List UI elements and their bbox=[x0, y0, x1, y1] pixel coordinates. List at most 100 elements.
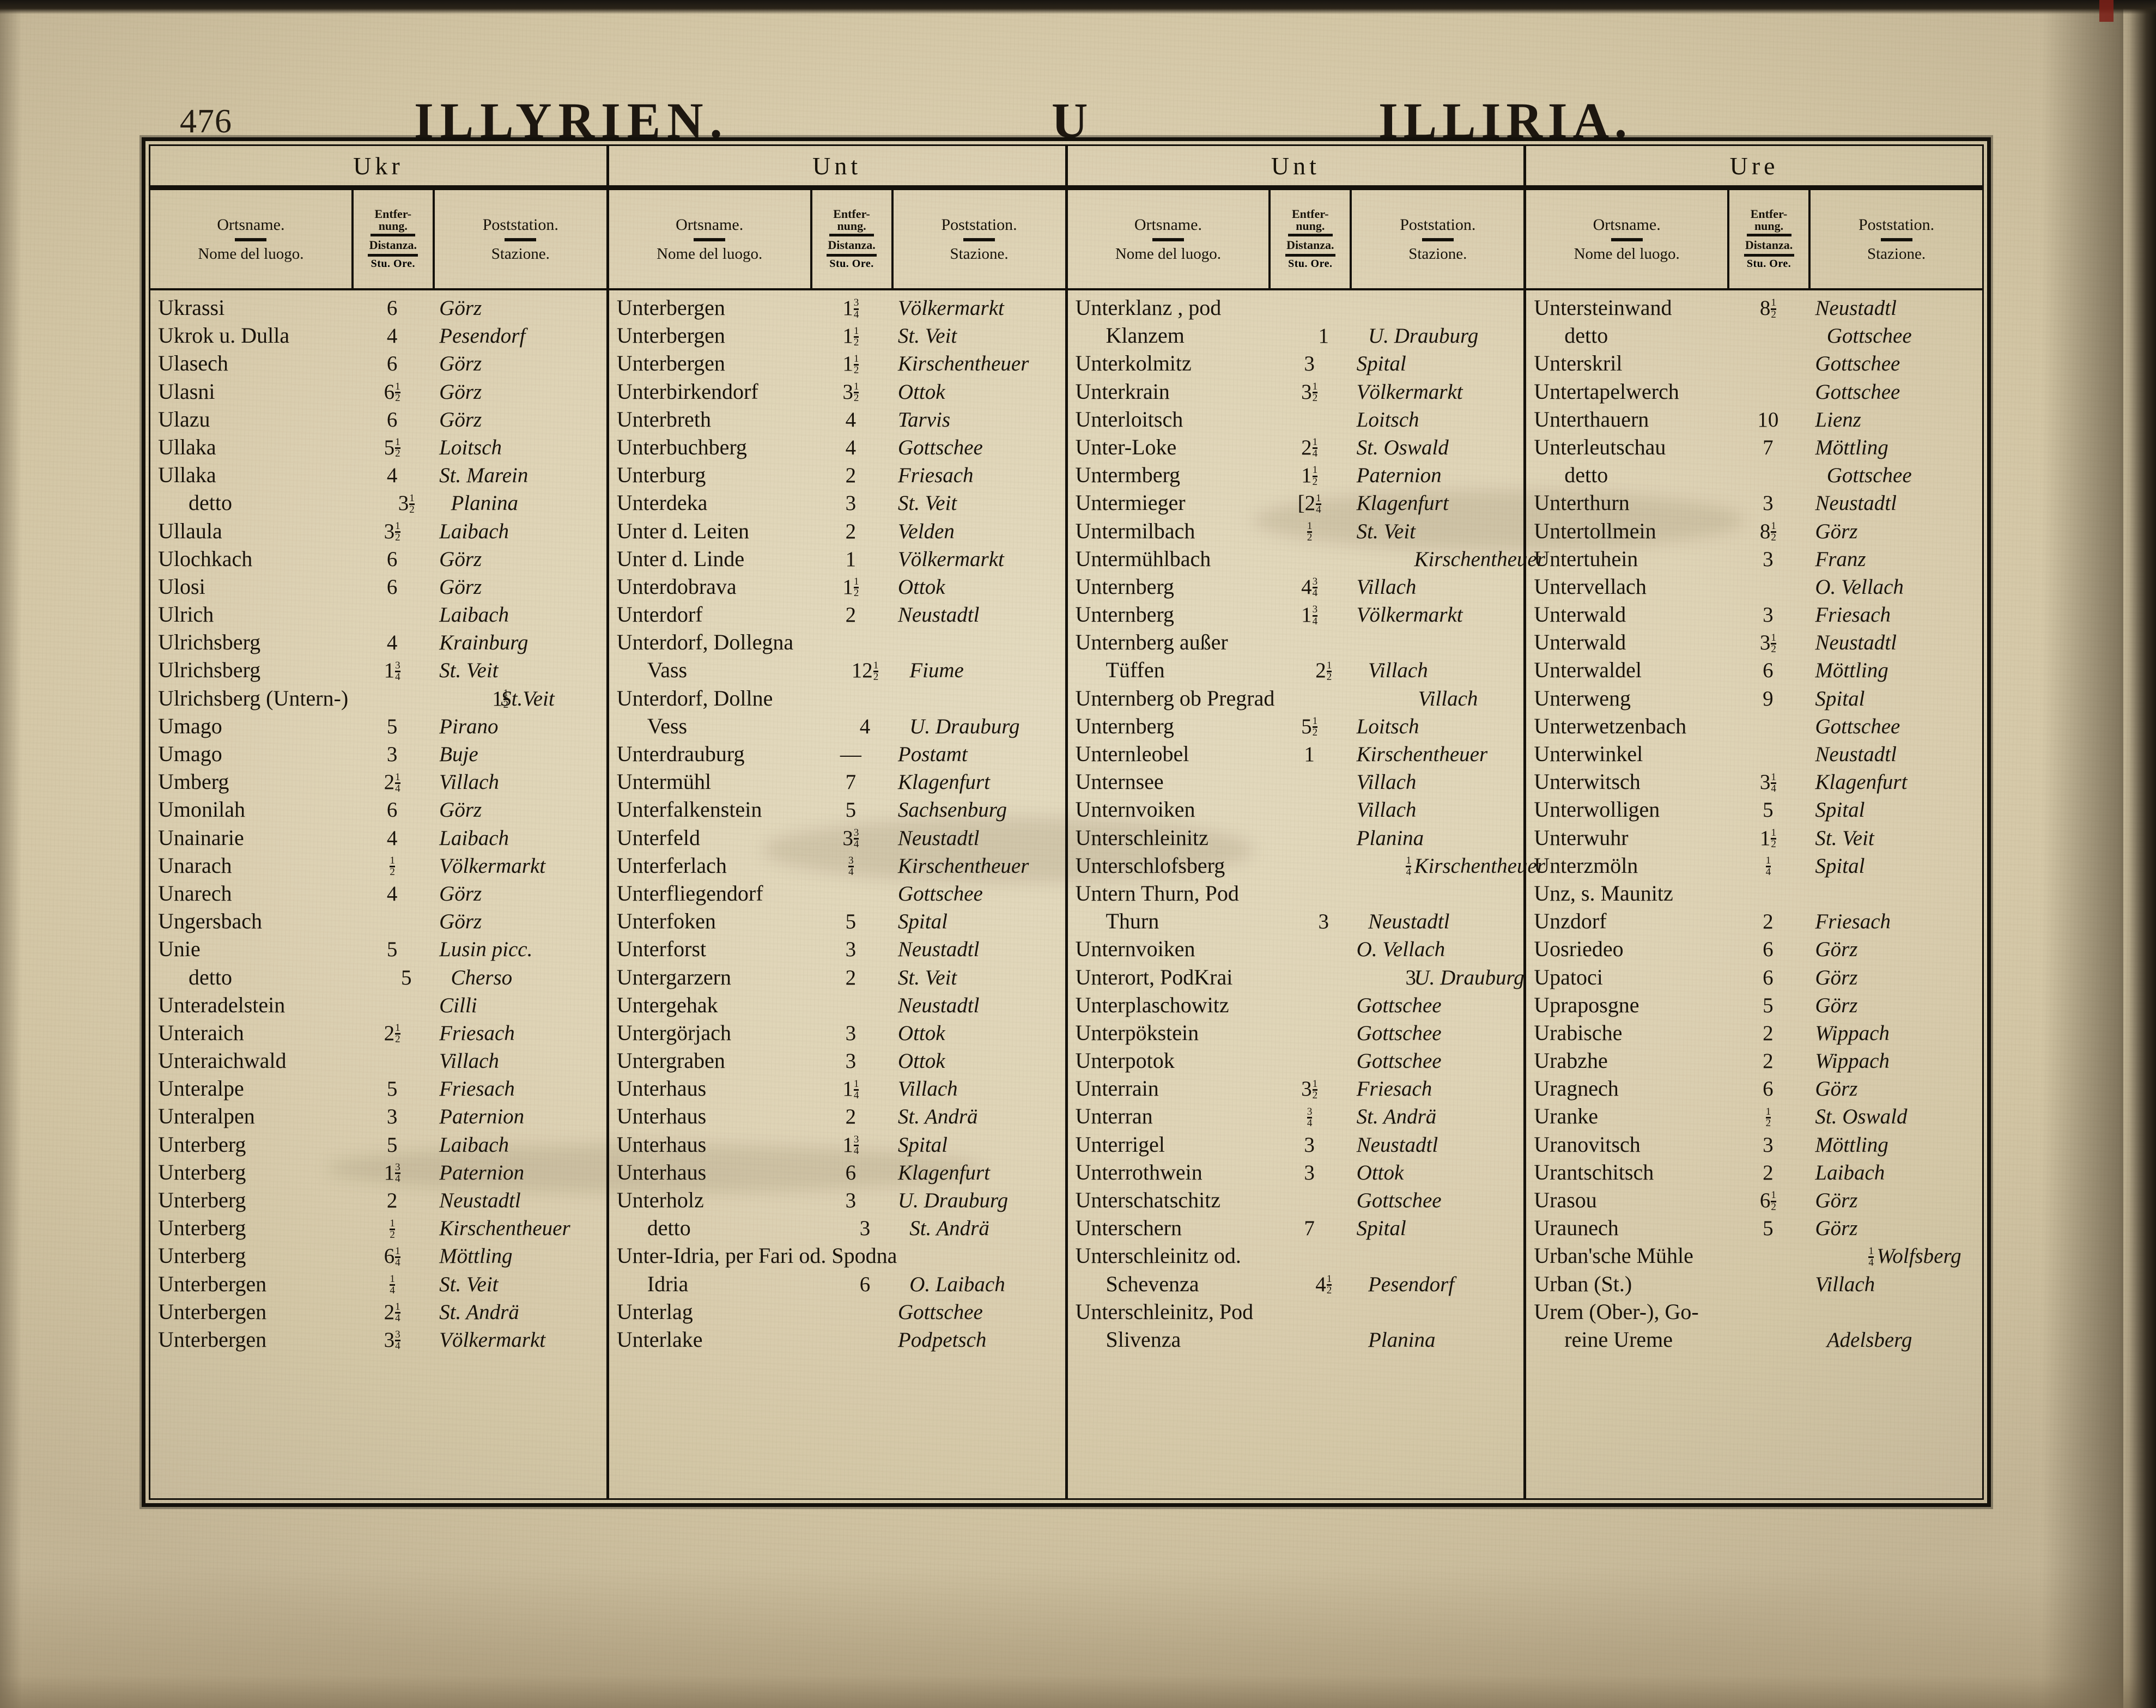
table-row[interactable]: Unterburg 2 Friesach bbox=[609, 462, 1065, 490]
table-row[interactable]: Ukrassi 6 Görz bbox=[150, 295, 606, 323]
table-row[interactable]: Unter d. Linde 1 Völkermarkt bbox=[609, 546, 1065, 574]
table-row[interactable]: Unterfalkenstein 5 Sachsenburg bbox=[609, 797, 1065, 824]
table-row[interactable]: Untermieger [2 1 4 Klagenfurt bbox=[1068, 490, 1524, 518]
table-row[interactable]: Untermühlbach Kirschentheuer bbox=[1068, 546, 1545, 574]
table-row[interactable]: Uranovitsch 3 Möttling bbox=[1526, 1132, 1982, 1159]
table-row[interactable]: Untergarzern 2 St. Veit bbox=[609, 964, 1065, 992]
table-row[interactable]: Unterhaus 2 St. Andrä bbox=[609, 1103, 1065, 1131]
table-row[interactable]: Unterbirkendorf 3 1 2 Ottok bbox=[609, 379, 1065, 406]
table-row[interactable]: Uragnech 6 Görz bbox=[1526, 1075, 1982, 1103]
table-row[interactable]: Ulrichsberg 4 Krainburg bbox=[150, 629, 606, 657]
table-row[interactable]: Unterschleinitz od. bbox=[1068, 1243, 1524, 1271]
table-row[interactable]: Unterbuchberg 4 Gottschee bbox=[609, 434, 1065, 462]
table-row[interactable]: Unterpotok Gottschee bbox=[1068, 1048, 1524, 1075]
table-row[interactable]: Unterwinkel Neustadtl bbox=[1526, 741, 1982, 769]
table-row[interactable]: Unterrigel 3 Neustadtl bbox=[1068, 1132, 1524, 1159]
table-row[interactable]: Klanzem 1 U. Drauburg bbox=[1068, 323, 1524, 350]
table-row[interactable]: Unternvoiken O. Vellach bbox=[1068, 936, 1524, 964]
table-row[interactable]: Ulrichsberg 1 3 4 St. Veit bbox=[150, 657, 606, 685]
table-row[interactable]: Unterwitsch 3 1 4 Klagenfurt bbox=[1526, 769, 1982, 797]
table-row[interactable]: Unteraich 2 1 2 Friesach bbox=[150, 1020, 606, 1048]
table-row[interactable]: Unterweng 9 Spital bbox=[1526, 685, 1982, 713]
table-row[interactable]: Unie 5 Lusin picc. bbox=[150, 936, 606, 964]
table-row[interactable]: detto 3 1 2 Planina bbox=[150, 490, 606, 518]
table-row[interactable]: Unz, s. Maunitz bbox=[1526, 880, 1982, 908]
table-row[interactable]: Urantschitsch 2 Laibach bbox=[1526, 1159, 1982, 1187]
table-row[interactable]: Unterlag Gottschee bbox=[609, 1299, 1065, 1327]
table-row[interactable]: Uranke 1 2 St. Oswald bbox=[1526, 1103, 1982, 1131]
table-row[interactable]: detto Gottschee bbox=[1526, 462, 1982, 490]
table-row[interactable]: Unterdorf, Dollegna bbox=[609, 629, 1065, 657]
table-row[interactable]: detto 5 Cherso bbox=[150, 964, 606, 992]
table-row[interactable]: Unterdorf 2 Neustadtl bbox=[609, 601, 1065, 629]
table-row[interactable]: Unteralpe 5 Friesach bbox=[150, 1075, 606, 1103]
table-row[interactable]: Unterzmöln 1 4 Spital bbox=[1526, 853, 1982, 880]
table-row[interactable]: Untertollmein 8 1 2 Görz bbox=[1526, 518, 1982, 546]
table-row[interactable]: Unternleobel 1 Kirschentheuer bbox=[1068, 741, 1524, 769]
table-row[interactable]: Unterwetzenbach Gottschee bbox=[1526, 713, 1982, 741]
table-row[interactable]: Untermilbach 1 2 St. Veit bbox=[1068, 518, 1524, 546]
table-row[interactable]: Umonilah 6 Görz bbox=[150, 797, 606, 824]
table-row[interactable]: Unternberg 4 3 4 Villach bbox=[1068, 574, 1524, 601]
table-row[interactable]: Ukrok u. Dulla 4 Pesendorf bbox=[150, 323, 606, 350]
table-row[interactable]: Untertuhein 3 Franz bbox=[1526, 546, 1982, 574]
table-row[interactable]: Unterpökstein Gottschee bbox=[1068, 1020, 1524, 1048]
table-row[interactable]: Unternberg außer bbox=[1068, 629, 1524, 657]
table-row[interactable]: Tüffen 2 1 2 Villach bbox=[1068, 657, 1524, 685]
table-row[interactable]: Untervellach O. Vellach bbox=[1526, 574, 1982, 601]
table-row[interactable]: Unterberg 1 2 Kirschentheuer bbox=[150, 1215, 606, 1243]
table-row[interactable]: Unterberg 1 3 4 Paternion bbox=[150, 1159, 606, 1187]
table-row[interactable]: Unterrothwein 3 Ottok bbox=[1068, 1159, 1524, 1187]
table-row[interactable]: Unternberg 5 1 2 Loitsch bbox=[1068, 713, 1524, 741]
table-row[interactable]: Urban'sche Mühle 1 4 Wolfsberg bbox=[1526, 1243, 1982, 1271]
table-row[interactable]: Ulazu 6 Görz bbox=[150, 406, 606, 434]
table-row[interactable]: Unterhaus 6 Klagenfurt bbox=[609, 1159, 1065, 1187]
table-row[interactable]: Unterberg 6 1 4 Möttling bbox=[150, 1243, 606, 1271]
table-row[interactable]: Unter-Loke 2 1 4 St. Oswald bbox=[1068, 434, 1524, 462]
table-row[interactable]: Thurn 3 Neustadtl bbox=[1068, 908, 1524, 936]
table-row[interactable]: Unterkolmitz 3 Spital bbox=[1068, 350, 1524, 378]
table-row[interactable]: Upatoci 6 Görz bbox=[1526, 964, 1982, 992]
table-row[interactable]: Unteralpen 3 Paternion bbox=[150, 1103, 606, 1131]
table-row[interactable]: Unterfeld 3 3 4 Neustadtl bbox=[609, 825, 1065, 853]
table-row[interactable]: Unterbreth 4 Tarvis bbox=[609, 406, 1065, 434]
table-row[interactable]: Unainarie 4 Laibach bbox=[150, 825, 606, 853]
table-row[interactable]: Vass 12 1 2 Fiume bbox=[609, 657, 1065, 685]
table-row[interactable]: Unterbergen 1 3 4 Völkermarkt bbox=[609, 295, 1065, 323]
table-row[interactable]: Unterhaus 1 3 4 Spital bbox=[609, 1132, 1065, 1159]
table-row[interactable]: Unterplaschowitz Gottschee bbox=[1068, 992, 1524, 1020]
table-row[interactable]: Unterdorf, Dollne bbox=[609, 685, 1065, 713]
table-row[interactable]: Schevenza 4 1 2 Pesendorf bbox=[1068, 1271, 1524, 1299]
table-row[interactable]: Unterthurn 3 Neustadtl bbox=[1526, 490, 1982, 518]
table-row[interactable]: Unterwolligen 5 Spital bbox=[1526, 797, 1982, 824]
table-row[interactable]: Ulosi 6 Görz bbox=[150, 574, 606, 601]
table-row[interactable]: Unterdeka 3 St. Veit bbox=[609, 490, 1065, 518]
table-row[interactable]: Unterholz 3 U. Drauburg bbox=[609, 1187, 1065, 1215]
table-row[interactable]: Urem (Ober-), Go- bbox=[1526, 1299, 1982, 1327]
table-row[interactable]: Ungersbach Görz bbox=[150, 908, 606, 936]
table-row[interactable]: Unterschlofsberg 1 4 Kirschentheuer bbox=[1068, 853, 1545, 880]
table-row[interactable]: Unarech 4 Görz bbox=[150, 880, 606, 908]
table-row[interactable]: Unterklanz , pod bbox=[1068, 295, 1524, 323]
table-row[interactable]: Ulrich Laibach bbox=[150, 601, 606, 629]
table-row[interactable]: Ullaka 4 St. Marein bbox=[150, 462, 606, 490]
table-row[interactable]: Untergörjach 3 Ottok bbox=[609, 1020, 1065, 1048]
table-row[interactable]: Unterwald 3 Friesach bbox=[1526, 601, 1982, 629]
table-row[interactable]: Unterort, PodKrai 3 U. Drauburg bbox=[1068, 964, 1525, 992]
table-row[interactable]: Unterforst 3 Neustadtl bbox=[609, 936, 1065, 964]
table-row[interactable]: Untertapelwerch Gottschee bbox=[1526, 379, 1982, 406]
table-row[interactable]: Unterbergen 1 4 St. Veit bbox=[150, 1271, 606, 1299]
table-row[interactable]: Ulrichsberg (Untern-) 1 1 2 St.Veit bbox=[150, 685, 606, 713]
table-row[interactable]: Unterwuhr 1 1 2 St. Veit bbox=[1526, 825, 1982, 853]
table-row[interactable]: Ulasech 6 Görz bbox=[150, 350, 606, 378]
table-row[interactable]: Unterdrauburg — Postamt bbox=[609, 741, 1065, 769]
table-row[interactable]: Unterrain 3 1 2 Friesach bbox=[1068, 1075, 1524, 1103]
table-row[interactable]: Unterschern 7 Spital bbox=[1068, 1215, 1524, 1243]
table-row[interactable]: Unterbergen 3 3 4 Völkermarkt bbox=[150, 1327, 606, 1354]
table-row[interactable]: Uosriedeo 6 Görz bbox=[1526, 936, 1982, 964]
table-row[interactable]: Unterfoken 5 Spital bbox=[609, 908, 1065, 936]
table-row[interactable]: Vess 4 U. Drauburg bbox=[609, 713, 1065, 741]
table-row[interactable]: Unterschleinitz, Pod bbox=[1068, 1299, 1524, 1327]
table-row[interactable]: Unterlake Podpetsch bbox=[609, 1327, 1065, 1354]
table-row[interactable]: Unterberg 2 Neustadtl bbox=[150, 1187, 606, 1215]
